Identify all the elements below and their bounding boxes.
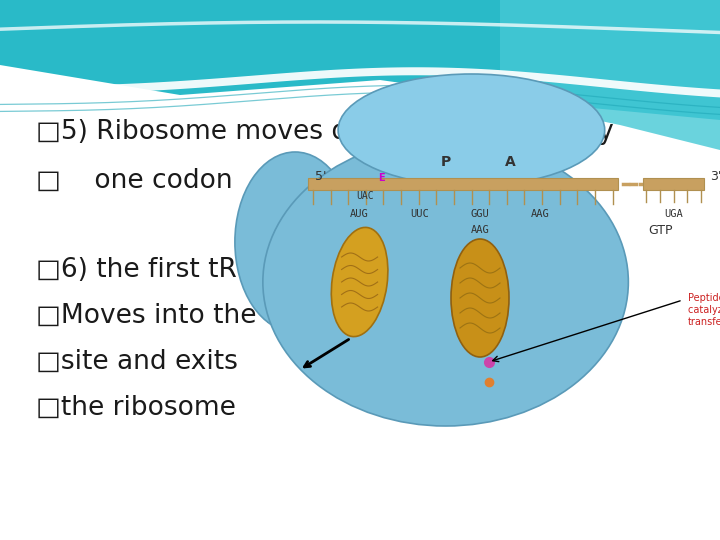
Text: GGU: GGU xyxy=(471,209,490,219)
Text: E: E xyxy=(378,173,385,183)
Ellipse shape xyxy=(331,227,388,336)
Text: □    one codon: □ one codon xyxy=(36,168,233,194)
Text: GTP: GTP xyxy=(648,224,673,237)
Bar xyxy=(308,178,618,190)
Text: 5': 5' xyxy=(315,170,327,183)
Text: Peptide bond fo
catalyzed by pe
transferase: Peptide bond fo catalyzed by pe transfer… xyxy=(688,293,720,327)
Polygon shape xyxy=(500,0,720,150)
Text: □the ribosome: □the ribosome xyxy=(36,395,236,421)
Ellipse shape xyxy=(338,74,605,186)
Ellipse shape xyxy=(263,138,629,426)
Text: □Moves into the E: □Moves into the E xyxy=(36,303,282,329)
Text: A: A xyxy=(505,155,516,169)
Polygon shape xyxy=(0,0,720,120)
Text: UUC: UUC xyxy=(410,209,429,219)
Text: □5) Ribosome moves down mRNA chain by: □5) Ribosome moves down mRNA chain by xyxy=(36,119,613,145)
Text: AAG: AAG xyxy=(471,225,490,235)
Text: UGA: UGA xyxy=(664,209,683,219)
Bar xyxy=(644,178,703,190)
Text: 3': 3' xyxy=(710,170,720,183)
Text: AUG: AUG xyxy=(350,209,369,219)
Text: □6) the first tRNA: □6) the first tRNA xyxy=(36,257,274,283)
Text: UAC: UAC xyxy=(356,191,374,201)
Text: P: P xyxy=(441,155,451,169)
Ellipse shape xyxy=(451,239,509,357)
Text: AAG: AAG xyxy=(531,209,549,219)
Text: □site and exits: □site and exits xyxy=(36,349,238,375)
Ellipse shape xyxy=(235,152,355,332)
Polygon shape xyxy=(0,68,720,97)
